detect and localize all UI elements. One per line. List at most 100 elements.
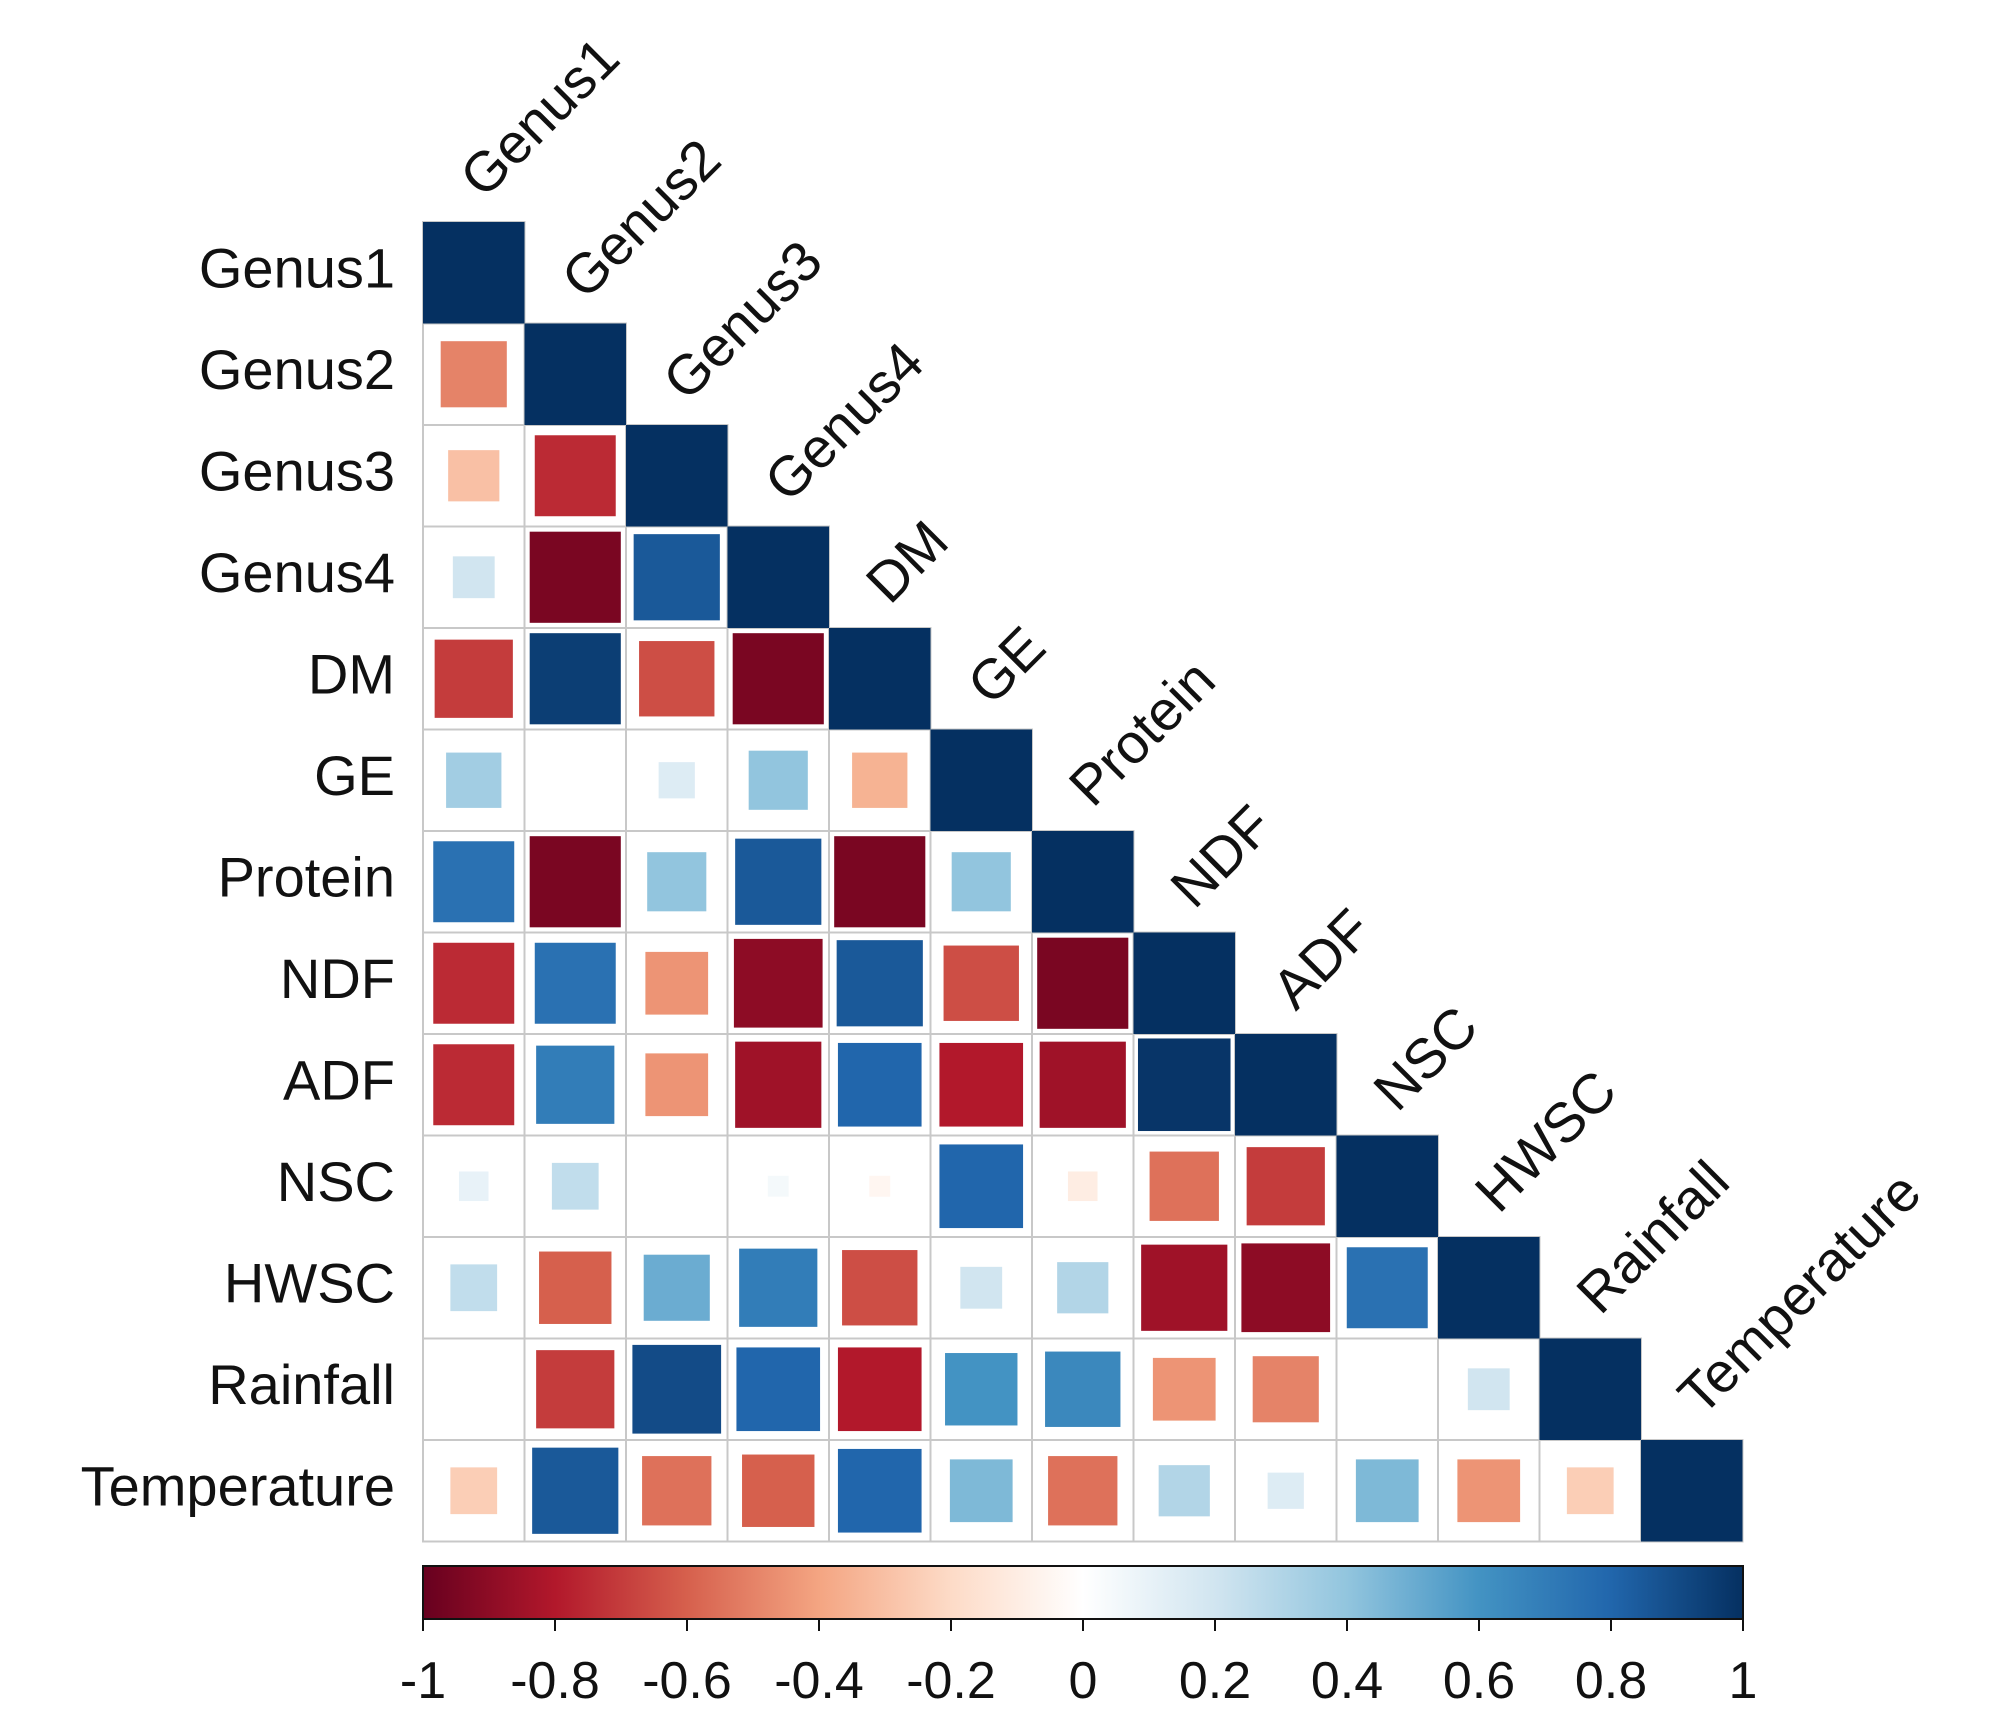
- colorbar-tick-label: -0.8: [510, 1652, 600, 1710]
- cell-nsc-genus2: [551, 1162, 599, 1210]
- colorbar-tick-label: 1: [1729, 1652, 1758, 1710]
- column-label-rainfall: Rainfall: [1564, 1148, 1741, 1325]
- column-label-ndf: NDF: [1158, 793, 1284, 919]
- cell-rainfall-ndf: [1152, 1357, 1216, 1421]
- cell-adf-genus3: [645, 1053, 709, 1117]
- cell-rainfall-dm: [837, 1347, 922, 1432]
- cell-ge-ge: [930, 729, 1032, 831]
- row-label-rainfall: Rainfall: [208, 1353, 395, 1416]
- cell-hwsc-nsc: [1346, 1247, 1428, 1329]
- column-label-adf: ADF: [1260, 897, 1384, 1021]
- cell-hwsc-dm: [842, 1250, 918, 1326]
- cell-ndf-ndf: [1133, 932, 1235, 1034]
- column-label-ge: GE: [955, 614, 1057, 716]
- row-label-hwsc: HWSC: [224, 1252, 395, 1315]
- cell-adf-genus4: [735, 1041, 822, 1128]
- cell-nsc-ndf: [1149, 1151, 1219, 1221]
- cell-genus1-genus1: [423, 222, 525, 324]
- cell-ndf-ge: [943, 945, 1019, 1021]
- cell-temperature-genus1: [450, 1467, 498, 1515]
- cell-protein-dm: [834, 836, 926, 928]
- row-label-ndf: NDF: [280, 947, 395, 1010]
- grid-cell: [625, 1033, 729, 1137]
- column-label-protein: Protein: [1057, 647, 1227, 817]
- column-label-genus1: Genus1: [448, 25, 631, 208]
- cell-ndf-dm: [836, 940, 923, 1027]
- cell-nsc-genus4: [767, 1175, 789, 1197]
- cell-temperature-hwsc: [1457, 1459, 1521, 1523]
- cell-rainfall-genus3: [632, 1344, 722, 1434]
- row-label-ge: GE: [314, 744, 395, 807]
- cell-protein-genus3: [647, 852, 707, 912]
- grid-cell: [1335, 1337, 1439, 1441]
- cell-genus2-genus1: [440, 341, 507, 408]
- colorbar-tick-label: -0.2: [906, 1652, 996, 1710]
- cell-adf-genus2: [536, 1045, 615, 1124]
- row-label-dm: DM: [308, 643, 395, 706]
- cell-rainfall-hwsc: [1467, 1368, 1510, 1411]
- cell-rainfall-genus4: [736, 1347, 821, 1432]
- cell-protein-ge: [951, 852, 1011, 912]
- cell-hwsc-adf: [1241, 1243, 1331, 1333]
- column-label-genus3: Genus3: [651, 228, 834, 411]
- cell-dm-genus3: [639, 641, 715, 717]
- cell-genus4-genus1: [452, 556, 495, 599]
- row-label-genus3: Genus3: [199, 440, 395, 503]
- row-label-protein: Protein: [218, 846, 395, 909]
- cell-rainfall-rainfall: [1539, 1338, 1641, 1440]
- colorbar-tick-label: 0: [1069, 1652, 1098, 1710]
- column-label-nsc: NSC: [1361, 994, 1489, 1122]
- cell-hwsc-genus1: [450, 1264, 498, 1312]
- cell-nsc-genus1: [458, 1171, 489, 1202]
- cell-protein-protein: [1032, 831, 1134, 933]
- column-label-hwsc: HWSC: [1463, 1058, 1629, 1224]
- cell-dm-genus4: [732, 633, 824, 725]
- cell-genus4-genus3: [633, 534, 720, 621]
- colorbar-tick-label: 0.6: [1443, 1652, 1515, 1710]
- cell-dm-genus2: [529, 633, 621, 725]
- row-label-adf: ADF: [283, 1049, 395, 1112]
- cell-temperature-adf: [1267, 1472, 1304, 1509]
- cell-genus3-genus3: [626, 425, 728, 527]
- cell-adf-ndf: [1137, 1038, 1231, 1132]
- cell-ge-genus4: [748, 750, 808, 810]
- cell-hwsc-genus4: [739, 1248, 818, 1327]
- cell-adf-protein: [1039, 1041, 1126, 1128]
- cell-hwsc-genus3: [643, 1254, 710, 1321]
- cell-temperature-protein: [1048, 1456, 1118, 1526]
- cell-rainfall-protein: [1045, 1351, 1121, 1427]
- cell-ge-genus3: [658, 762, 695, 799]
- colorbar-tick-label: 0.2: [1179, 1652, 1251, 1710]
- cell-ndf-genus2: [534, 942, 616, 1024]
- row-label-temperature: Temperature: [81, 1455, 395, 1518]
- cell-hwsc-protein: [1057, 1262, 1109, 1314]
- row-label-genus4: Genus4: [199, 541, 395, 604]
- column-label-dm: DM: [854, 508, 960, 614]
- column-label-genus4: Genus4: [752, 330, 935, 513]
- cell-hwsc-genus2: [539, 1251, 612, 1324]
- cell-genus3-genus2: [534, 435, 616, 517]
- cell-temperature-genus3: [642, 1456, 712, 1526]
- cell-temperature-temperature: [1641, 1440, 1743, 1542]
- grid-cell: [523, 728, 627, 832]
- row-label-nsc: NSC: [277, 1150, 395, 1213]
- grid-cell: [422, 1337, 526, 1441]
- cell-temperature-nsc: [1355, 1459, 1419, 1523]
- colorbar-tick-label: -1: [400, 1652, 446, 1710]
- colorbar: [422, 1565, 1744, 1620]
- cell-ndf-genus3: [645, 951, 709, 1015]
- cell-hwsc-ndf: [1141, 1244, 1228, 1331]
- colorbar-tick-label: 0.8: [1575, 1652, 1647, 1710]
- cell-temperature-genus4: [742, 1454, 815, 1527]
- cell-ge-dm: [852, 752, 908, 808]
- colorbar-tick-label: -0.6: [642, 1652, 732, 1710]
- cell-hwsc-hwsc: [1438, 1237, 1540, 1339]
- cell-nsc-nsc: [1336, 1135, 1438, 1237]
- cell-temperature-ge: [949, 1459, 1013, 1523]
- cell-ndf-genus4: [733, 938, 823, 1028]
- cell-nsc-ge: [939, 1144, 1024, 1229]
- cell-rainfall-adf: [1252, 1356, 1319, 1423]
- cell-adf-adf: [1235, 1034, 1337, 1136]
- cell-ge-genus1: [446, 752, 502, 808]
